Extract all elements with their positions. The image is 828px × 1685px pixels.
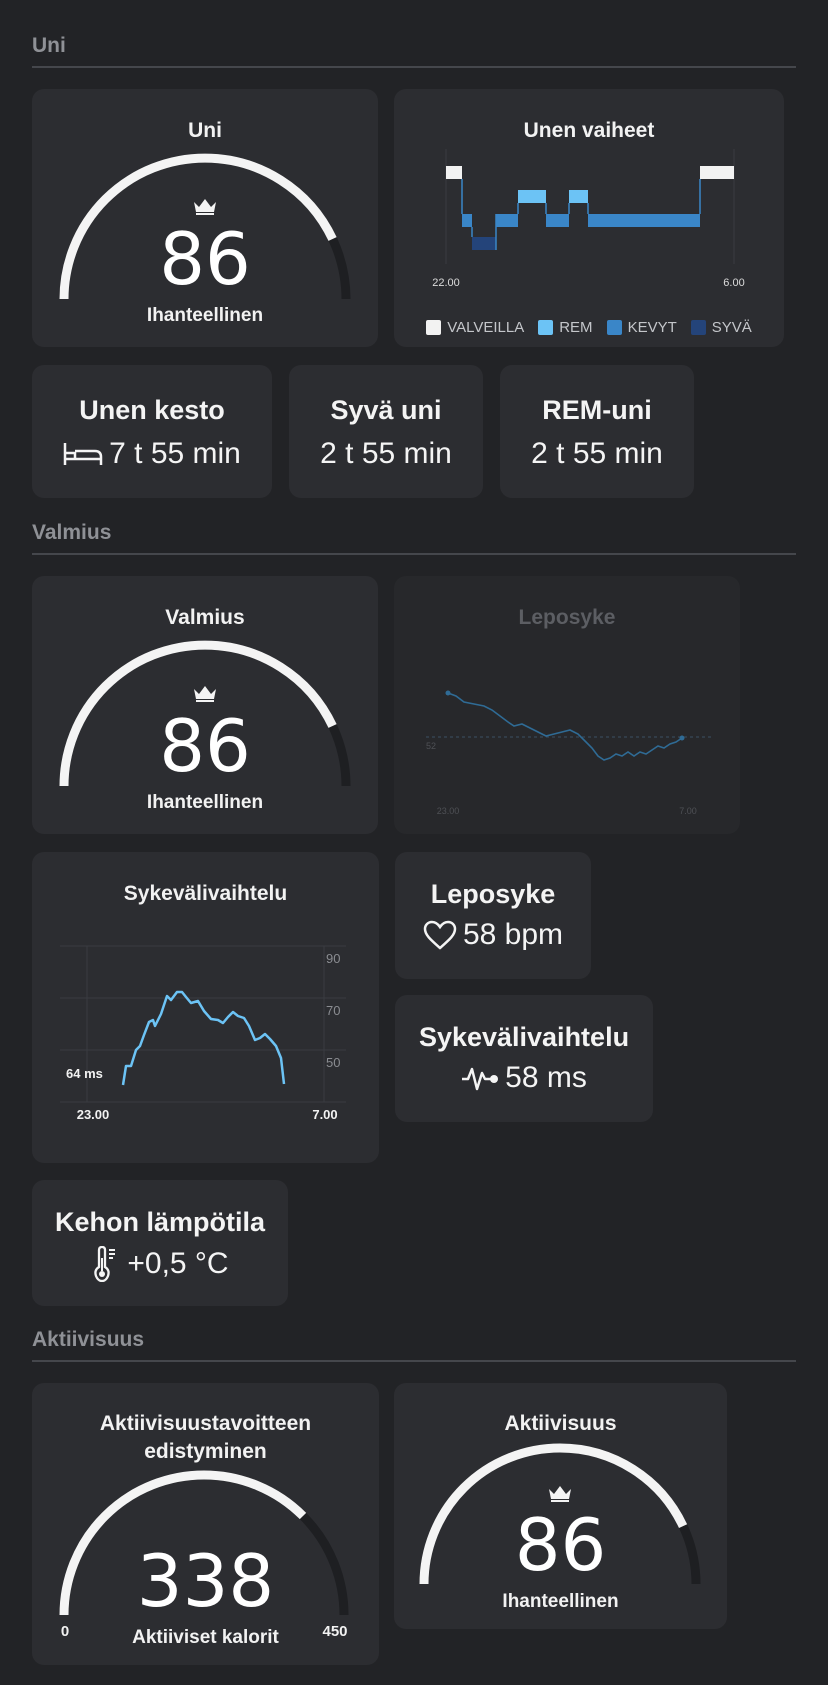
stat-title: Sykevälivaihtelu bbox=[418, 1022, 630, 1052]
activity-goal-card[interactable]: Aktiivisuustavoitteen edistyminen 0 450 … bbox=[32, 1383, 379, 1665]
y-tick: 70 bbox=[326, 1003, 340, 1018]
section-divider bbox=[32, 66, 796, 68]
stat-title: Syvä uni bbox=[330, 395, 442, 425]
chart-end-time: 7.00 bbox=[679, 806, 697, 816]
bed-icon bbox=[63, 443, 103, 465]
sleep-score-card[interactable]: Uni 86 Ihanteellinen bbox=[32, 89, 378, 347]
section-title-activity: Aktiivisuus bbox=[32, 1328, 145, 1351]
section-divider bbox=[32, 553, 796, 555]
y-tick: 50 bbox=[326, 1055, 340, 1070]
hrv-card[interactable]: Sykevälivaihtelu 58 ms bbox=[395, 995, 653, 1122]
heart-icon bbox=[423, 920, 457, 950]
score-value: 86 bbox=[159, 704, 251, 788]
activity-goal-gauge: 0 450 bbox=[59, 1470, 349, 1640]
card-title: Unen vaiheet bbox=[523, 119, 655, 142]
stat-title: Kehon lämpötila bbox=[54, 1207, 265, 1237]
card-title-line2: edistyminen bbox=[144, 1440, 267, 1463]
score-label: Ihanteellinen bbox=[146, 305, 264, 326]
chart-end-time: 7.00 bbox=[312, 1107, 337, 1122]
legend-item-light: KEVYT bbox=[606, 319, 677, 336]
section-title-sleep: Uni bbox=[32, 34, 66, 57]
stage-legend: VALVEILLA REM KEVYT SYVÄ bbox=[394, 319, 784, 336]
hrv-chart: 90 70 50 64 ms 23.00 7.00 bbox=[60, 945, 346, 1122]
ref-label: 52 bbox=[426, 741, 436, 751]
crown-icon bbox=[194, 199, 216, 215]
stage-start-time: 22.00 bbox=[432, 277, 460, 289]
legend-item-awake: VALVEILLA bbox=[426, 319, 524, 336]
card-title: Aktiivisuus bbox=[504, 1412, 617, 1435]
calories-value: 338 bbox=[136, 1539, 275, 1623]
stat-value: 2 t 55 min bbox=[531, 437, 663, 470]
stat-value: 58 ms bbox=[505, 1061, 587, 1094]
hrv-chart-card[interactable]: Sykevälivaihtelu 90 70 50 64 ms 23.00 7.… bbox=[32, 852, 379, 1163]
section-divider bbox=[32, 1360, 796, 1362]
stage-end-time: 6.00 bbox=[723, 277, 744, 289]
resting-hr-chart: 52 23.00 7.00 bbox=[426, 690, 714, 816]
sleep-duration-card[interactable]: Unen kesto 7 t 55 min bbox=[32, 365, 272, 498]
stat-title: Leposyke bbox=[430, 879, 556, 909]
pulse-icon bbox=[462, 1067, 499, 1091]
stat-title: REM-uni bbox=[542, 395, 652, 425]
score-value: 86 bbox=[514, 1503, 607, 1587]
card-title-line1: Aktiivisuustavoitteen bbox=[99, 1412, 312, 1435]
score-gauge bbox=[59, 640, 351, 787]
section-title-readiness: Valmius bbox=[32, 521, 112, 544]
crown-icon bbox=[549, 1486, 571, 1502]
resting-hr-chart-card[interactable]: Leposyke 52 23.00 7.00 bbox=[394, 576, 740, 834]
chart-start-time: 23.00 bbox=[437, 806, 460, 816]
sleep-stages-chart: 22.00 6.00 bbox=[432, 149, 745, 289]
stage-bars bbox=[446, 166, 734, 250]
chart-start-time: 23.00 bbox=[77, 1107, 110, 1122]
stat-value: 7 t 55 min bbox=[109, 437, 241, 470]
card-title: Sykevälivaihtelu bbox=[123, 882, 288, 905]
card-title: Leposyke bbox=[518, 606, 616, 629]
y-tick: 90 bbox=[326, 951, 340, 966]
legend-item-rem: REM bbox=[538, 319, 593, 336]
thermometer-icon bbox=[94, 1246, 116, 1282]
stat-value: 2 t 55 min bbox=[320, 437, 452, 470]
deep-sleep-card[interactable]: Syvä uni 2 t 55 min bbox=[289, 365, 483, 498]
score-label: Ihanteellinen bbox=[146, 792, 264, 813]
sleep-stages-card[interactable]: Unen vaiheet 22.00 6.00 VALVEILLA REM KE… bbox=[394, 89, 784, 347]
score-value: 86 bbox=[159, 217, 251, 301]
card-title: Uni bbox=[188, 119, 222, 142]
body-temperature-card[interactable]: Kehon lämpötila +0,5 °C bbox=[32, 1180, 288, 1306]
readiness-score-card[interactable]: Valmius 86 Ihanteellinen bbox=[32, 576, 378, 834]
legend-item-deep: SYVÄ bbox=[690, 319, 752, 336]
stat-value: +0,5 °C bbox=[127, 1247, 229, 1280]
resting-hr-card[interactable]: Leposyke 58 bpm bbox=[395, 852, 591, 979]
hrv-current-label: 64 ms bbox=[66, 1066, 103, 1081]
stat-title: Unen kesto bbox=[79, 395, 225, 425]
activity-score-card[interactable]: Aktiivisuus 86 Ihanteellinen bbox=[394, 1383, 727, 1629]
gauge-min: 0 bbox=[61, 1623, 69, 1640]
crown-icon bbox=[194, 686, 216, 702]
rem-sleep-card[interactable]: REM-uni 2 t 55 min bbox=[500, 365, 694, 498]
stat-value: 58 bpm bbox=[462, 918, 564, 951]
score-gauge bbox=[419, 1443, 701, 1585]
gauge-max: 450 bbox=[322, 1623, 347, 1640]
calories-label: Aktiiviset kalorit bbox=[132, 1627, 279, 1648]
card-title: Valmius bbox=[165, 606, 245, 629]
score-gauge bbox=[59, 153, 351, 300]
score-label: Ihanteellinen bbox=[502, 1591, 619, 1612]
